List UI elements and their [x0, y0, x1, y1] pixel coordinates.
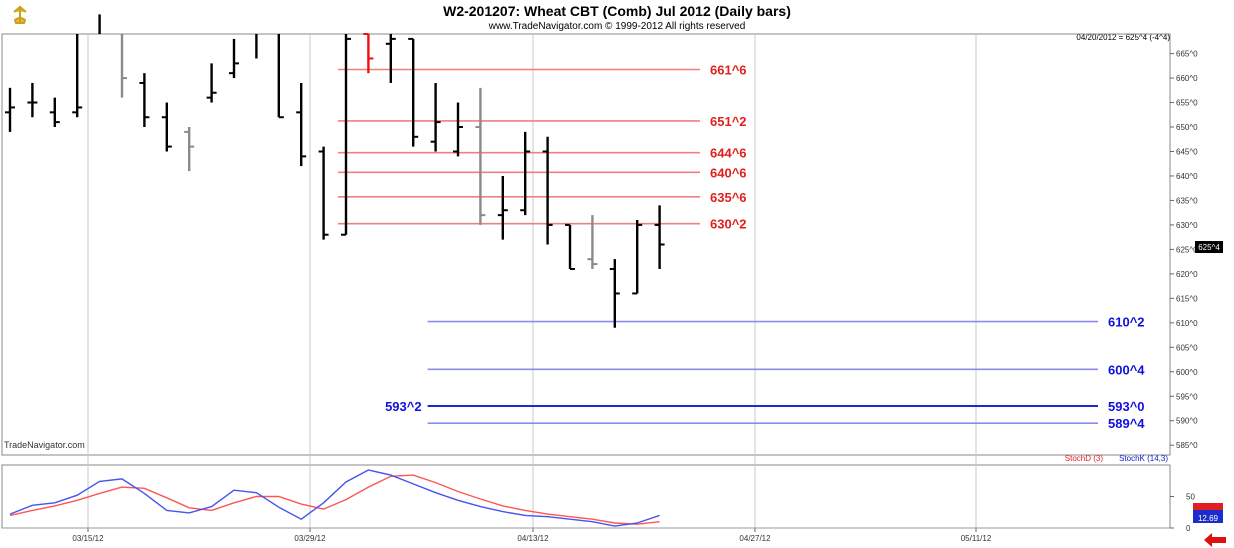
level-label: 644^6	[710, 146, 747, 161]
level-label: 610^2	[1108, 315, 1145, 330]
stoch-value-tag: 12.69	[1193, 503, 1223, 523]
price-bars	[5, 14, 665, 328]
level-label: 630^2	[710, 217, 747, 232]
scroll-right-arrow-icon[interactable]	[1204, 533, 1226, 547]
stoch-value-label: 12.69	[1198, 514, 1219, 523]
watermark: TradeNavigator.com	[4, 440, 85, 450]
level-label: 589^4	[1108, 416, 1145, 431]
price-tick-label: 645^0	[1176, 147, 1198, 156]
date-tick-label: 05/11/12	[961, 534, 992, 543]
date-tick-label: 04/13/12	[517, 534, 549, 543]
level-label: 651^2	[710, 114, 747, 129]
price-tick-label: 620^0	[1176, 270, 1198, 279]
price-tick-label: 590^0	[1176, 417, 1198, 426]
stoch-tick-label: 50	[1186, 493, 1195, 502]
quote-readout: 04/20/2012 = 625^4 (-4^4)	[1076, 33, 1170, 42]
price-frame	[1, 33, 1171, 456]
price-tick-label: 595^0	[1176, 392, 1198, 401]
price-tick-label: 605^0	[1176, 343, 1198, 352]
stoch-d-line	[9, 474, 660, 525]
date-axis: 03/15/12 03/29/12 04/13/12 04/27/12 05/11/12	[72, 528, 992, 543]
price-panel	[1, 33, 1171, 456]
date-tick-label: 04/27/12	[739, 534, 771, 543]
price-tick-label: 585^0	[1176, 441, 1198, 450]
last-price-tag: 625^4	[1195, 241, 1223, 253]
grid	[87, 34, 977, 528]
level-label: 661^6	[710, 62, 747, 77]
last-price-label: 625^4	[1198, 243, 1220, 252]
logo-icon	[13, 5, 27, 24]
level-left-label: 593^2	[385, 399, 422, 414]
chart-title: W2-201207: Wheat CBT (Comb) Jul 2012 (Da…	[443, 3, 791, 19]
stoch-k-line	[9, 469, 660, 527]
price-tick-label: 630^0	[1176, 221, 1198, 230]
stoch-legend-k: StochK (14,3)	[1119, 454, 1168, 463]
chart-subtitle: www.TradeNavigator.com © 1999-2012 All r…	[488, 21, 746, 32]
level-label: 635^6	[710, 190, 747, 205]
date-tick-label: 03/15/12	[72, 534, 104, 543]
stoch-tick-label: 0	[1186, 524, 1191, 533]
price-tick-label: 610^0	[1176, 319, 1198, 328]
price-tick-label: 600^0	[1176, 368, 1198, 377]
stochastic-lines: 50 0 StochD (3) StochK (14,3)	[2, 454, 1195, 533]
level-lines: 661^6 651^2 644^6 640^6 635^6 630^2 610^2 600^4…	[338, 62, 1145, 431]
price-tick-label: 660^0	[1176, 74, 1198, 83]
price-tick-label: 635^0	[1176, 196, 1198, 205]
level-label: 600^4	[1108, 362, 1145, 377]
stoch-legend-d: StochD (3)	[1065, 454, 1104, 463]
price-tick-label: 650^0	[1176, 123, 1198, 132]
level-label: 593^0	[1108, 399, 1145, 414]
level-label: 640^6	[710, 165, 747, 180]
price-tick-label: 615^0	[1176, 294, 1198, 303]
price-axis: 665^0 660^0 655^0 650^0 645^0 640^0 635^0 630^0…	[1170, 50, 1198, 450]
price-tick-label: 625^0	[1176, 245, 1198, 254]
price-tick-label: 655^0	[1176, 99, 1198, 108]
date-tick-label: 03/29/12	[294, 534, 326, 543]
price-tick-label: 640^0	[1176, 172, 1198, 181]
price-tick-label: 665^0	[1176, 50, 1198, 59]
